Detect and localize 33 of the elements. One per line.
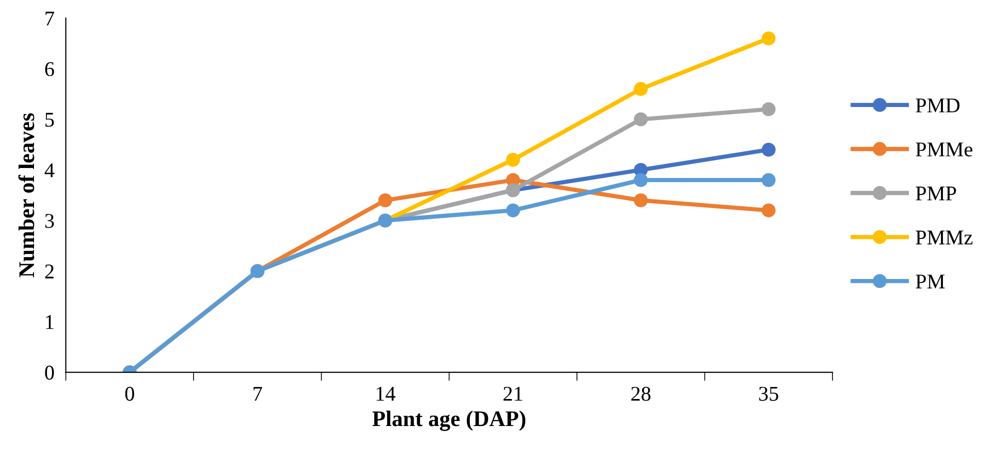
legend-label: PMMz <box>916 230 972 244</box>
legend-label: PM <box>916 274 945 288</box>
legend-label: PMP <box>916 186 956 200</box>
point <box>634 112 648 126</box>
point <box>762 31 776 46</box>
legend-label: PMMe <box>916 142 972 156</box>
point <box>762 142 776 157</box>
point <box>378 193 392 208</box>
point <box>634 82 648 96</box>
legend-label: PMD <box>916 98 960 112</box>
y-tick-label: 1 <box>46 315 54 329</box>
point <box>506 203 520 218</box>
point <box>762 203 776 218</box>
point <box>634 193 648 208</box>
y-tick-label: 5 <box>45 112 54 127</box>
point <box>762 173 776 187</box>
point <box>762 102 776 116</box>
y-tick-label: 0 <box>45 366 54 380</box>
x-tick-label: 0 <box>125 386 134 401</box>
y-tick-label: 3 <box>45 214 54 228</box>
x-tick-label: 35 <box>759 386 778 401</box>
x-tick-label: 14 <box>376 386 396 401</box>
x-tick-label: 21 <box>504 386 522 401</box>
point <box>506 152 520 167</box>
x-tick-label: 7 <box>254 386 262 401</box>
y-tick-label: 6 <box>45 62 54 76</box>
x-axis-title: Plant age (DAP) <box>372 410 526 431</box>
y-tick-label: 4 <box>44 163 54 178</box>
y-axis-title: Number of leaves <box>18 113 34 278</box>
point <box>634 173 648 187</box>
x-tick-label: 28 <box>631 386 650 401</box>
y-tick-label: 2 <box>45 264 54 278</box>
y-tick-label: 7 <box>46 12 54 26</box>
